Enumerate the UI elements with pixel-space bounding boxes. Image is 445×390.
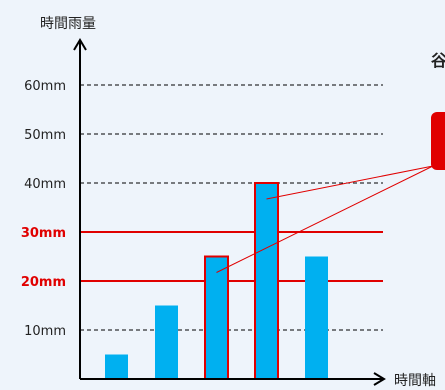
callout-pointer-line [266,165,434,200]
y-tick-label: 60mm [24,79,66,94]
y-axis-arrow-icon [73,38,87,51]
y-axis-title: 時間雨量 [40,16,96,32]
y-tick-label: 10mm [24,324,66,339]
x-axis-arrow-icon [373,372,386,386]
y-tick-label: 20mm [21,275,66,290]
y-tick-label: 40mm [24,177,66,192]
callout-pointer-line [216,165,434,273]
bar [155,305,178,379]
axes [73,38,386,386]
annotation-text: 谷 [431,51,445,70]
x-axis-title: 時間軸 [394,373,436,389]
bar [204,255,229,380]
y-tick-label: 50mm [24,128,66,143]
bar [305,256,328,379]
callout-box [431,112,445,170]
gridlines [80,84,383,331]
bar [105,354,128,379]
callout-pointers [216,165,434,273]
y-tick-label: 30mm [21,226,66,241]
y-tick-labels: 10mm 20mm 30mm 40mm 50mm 60mm [21,79,66,339]
bar [254,182,279,380]
